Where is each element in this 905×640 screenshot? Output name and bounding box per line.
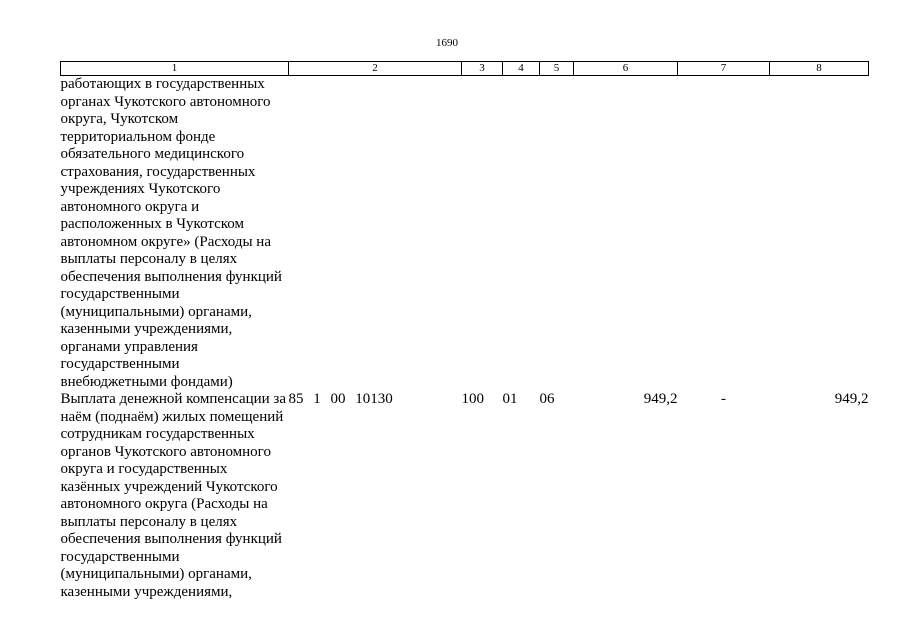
cell-expense-name: работающих в государственных органах Чук… xyxy=(60,76,282,390)
cell-expense-name: Выплата денежной компенсации за наём (по… xyxy=(60,391,287,600)
column-header-2: 2 xyxy=(288,61,462,76)
cell-amount-federal: - xyxy=(721,391,726,407)
column-number-header-row: 1 2 3 4 5 6 7 8 xyxy=(60,61,869,76)
cell-subsection xyxy=(540,76,574,392)
cell-amount-regional xyxy=(770,76,869,392)
cell-subsection: 06 xyxy=(539,391,555,407)
cell-section: 01 xyxy=(502,391,518,407)
cell-section xyxy=(503,76,540,392)
cell-target-code: 85 1 00 10130 xyxy=(288,391,393,407)
column-header-3: 3 xyxy=(461,61,503,76)
column-header-8: 8 xyxy=(769,61,869,76)
cell-amount-federal xyxy=(678,76,770,392)
page-number: 1690 xyxy=(436,37,458,49)
budget-table: 1 2 3 4 5 6 7 8 работающих в государстве… xyxy=(60,61,869,601)
table-row: Выплата денежной компенсации за наём (по… xyxy=(61,391,869,601)
column-header-4: 4 xyxy=(502,61,540,76)
table-row: работающих в государственных органах Чук… xyxy=(61,76,869,392)
cell-amount-regional: 949,2 xyxy=(834,391,869,407)
column-header-6: 6 xyxy=(573,61,678,76)
cell-amount-total xyxy=(574,76,678,392)
cell-target-code xyxy=(289,76,462,392)
column-header-7: 7 xyxy=(677,61,770,76)
column-header-1: 1 xyxy=(60,61,289,76)
cell-amount-total: 949,2 xyxy=(643,391,678,407)
column-header-5: 5 xyxy=(539,61,574,76)
cell-expense-type xyxy=(462,76,503,392)
cell-expense-type: 100 xyxy=(461,391,485,407)
